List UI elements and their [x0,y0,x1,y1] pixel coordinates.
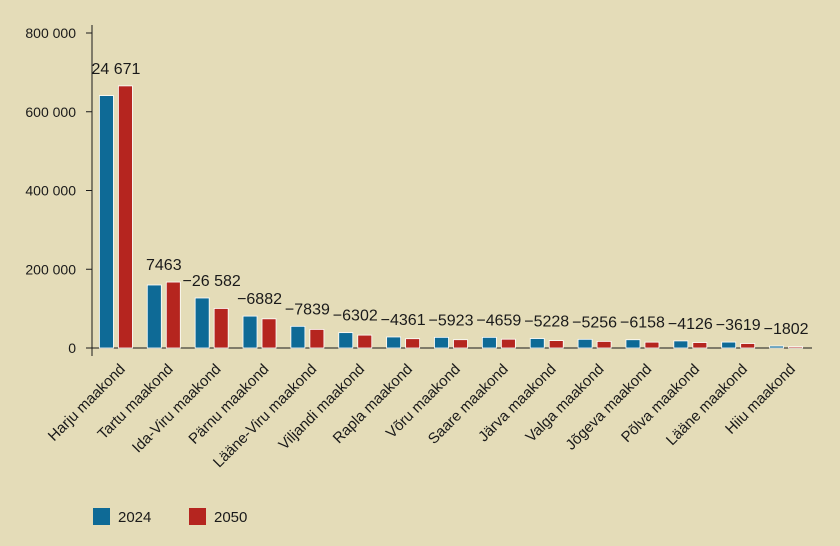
bar-2024 [434,336,449,349]
y-tick-label: 400 000 [25,183,76,199]
category-label: Jõgeva maakond [562,361,655,454]
bar-2024 [625,339,641,349]
bar-2050 [500,338,516,349]
legend-swatch-2050 [189,508,206,525]
legend-label: 2024 [118,509,151,526]
bar-2050 [213,308,229,349]
bar-2024 [99,95,114,349]
bar-2024 [290,325,306,349]
data-label: −1802 [764,321,809,338]
data-label: −4659 [476,312,521,329]
bar-2024 [146,284,162,349]
bar-2050 [261,318,277,349]
bar-2024 [721,341,737,349]
data-label: −5228 [524,314,569,331]
data-label: −3619 [716,317,761,334]
bar-2024 [673,340,689,349]
legend-label: 2050 [214,509,247,526]
bar-2024 [577,338,593,349]
y-tick-label: 600 000 [25,104,76,120]
legend: 2024 2050 [93,508,247,526]
data-label: 7463 [146,257,182,274]
bar-2024 [769,345,784,349]
data-label: −7839 [285,301,330,318]
category-label: Lääne maakond [663,361,751,449]
data-label: −6882 [237,291,282,308]
bar-2050 [596,341,612,349]
legend-swatch-2024 [93,508,110,525]
bar-2050 [118,85,133,349]
data-label: −4361 [381,312,426,329]
bar-2050 [309,329,325,349]
bar-2050 [788,346,803,349]
bars [99,85,803,349]
data-label: −6302 [333,308,378,325]
bar-2024 [481,336,497,349]
bar-2050 [740,343,756,349]
bar-2050 [644,341,660,349]
y-tick-label: 0 [68,340,76,356]
bar-2024 [194,297,210,349]
category-label: Viljandi maakond [275,361,368,454]
data-label: −26 582 [183,273,241,290]
bar-2024 [242,315,258,349]
bar-2024 [338,332,354,349]
bar-2050 [692,342,708,349]
data-label: −5256 [572,314,617,331]
data-label: −5923 [429,312,474,329]
bar-2050 [453,339,468,349]
data-labels: 24 671 7463−26 582−6882−7839 −6302 −4361 −59… [91,61,808,338]
bar-2024 [386,336,402,349]
bar-2024 [529,338,545,349]
bar-2050 [548,340,564,349]
y-tick-label: 800 000 [25,25,76,41]
y-tick-label: 200 000 [25,261,76,277]
bar-2050 [357,334,373,349]
data-label: −4126 [668,316,713,333]
bar-2050 [165,281,181,349]
data-label: −6158 [620,315,665,332]
category-label: Ida-Viru maakond [129,361,225,457]
axes: 0 200 000 400 000 600 000 800 000 [25,25,812,356]
bar-2050 [405,338,421,349]
data-label: 24 671 [91,61,140,78]
